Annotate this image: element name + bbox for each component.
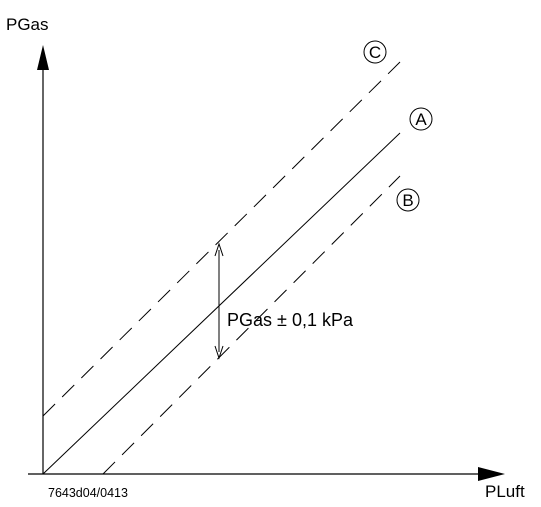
line-c-label: C — [369, 43, 381, 62]
line-b-label: B — [402, 191, 413, 210]
line-b — [102, 175, 401, 475]
line-c — [42, 61, 401, 417]
tolerance-symbol: ± — [277, 310, 287, 330]
tolerance-label: PGas ± 0,1 kPa — [227, 310, 354, 330]
line-a-marker: A — [409, 107, 433, 131]
line-c-marker-circle — [363, 40, 387, 64]
line-c-marker: C — [363, 40, 387, 64]
line-b-marker-circle — [396, 188, 420, 212]
line-a-label: A — [415, 110, 427, 129]
y-axis-arrowhead — [37, 45, 49, 70]
tolerance-value: 0,1 kPa — [292, 310, 354, 330]
tolerance-arrowhead-up — [214, 242, 224, 257]
line-a — [42, 132, 401, 475]
tolerance-prefix: PGas — [227, 310, 272, 330]
y-axis-label: PGas — [6, 15, 49, 34]
x-axis-label: PLuft — [485, 482, 525, 501]
tolerance-arrow — [214, 242, 224, 360]
x-axis-arrowhead — [478, 467, 505, 481]
line-a-marker-circle — [409, 107, 433, 131]
tolerance-arrowhead-down — [214, 345, 224, 360]
line-b-marker: B — [396, 188, 420, 212]
figure-code: 7643d04/0413 — [48, 486, 128, 500]
